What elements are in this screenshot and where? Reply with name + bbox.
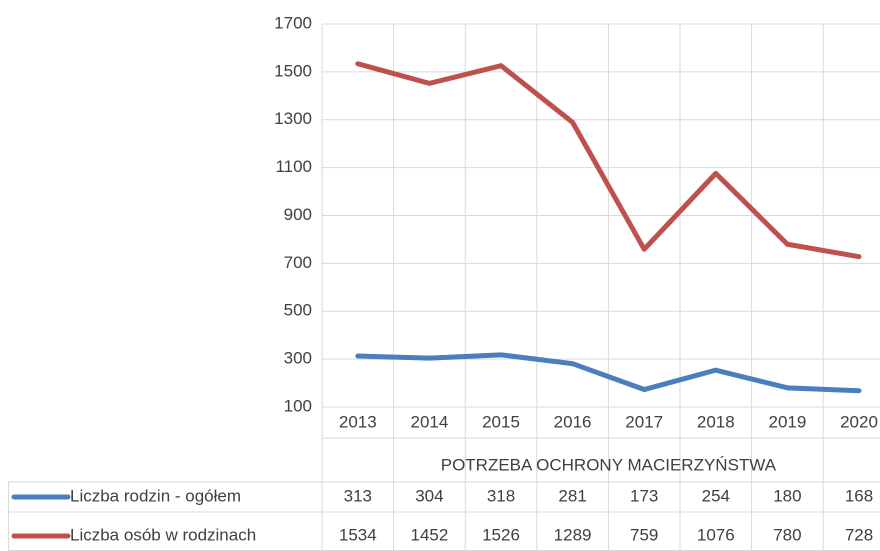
x-tick-label: 2013 bbox=[339, 412, 377, 431]
line bbox=[355, 61, 862, 260]
y-tick-label: 500 bbox=[284, 301, 312, 320]
table-value: 728 bbox=[845, 525, 873, 544]
table-value: 759 bbox=[630, 525, 658, 544]
y-tick-label: 1500 bbox=[274, 61, 312, 80]
table-value: 304 bbox=[415, 486, 443, 505]
table-value: 173 bbox=[630, 486, 658, 505]
y-tick-label: 1700 bbox=[274, 13, 312, 32]
y-tick-label: 700 bbox=[284, 253, 312, 272]
table-value: 1076 bbox=[697, 525, 735, 544]
x-tick-label: 2014 bbox=[410, 412, 448, 431]
x-tick-label: 2016 bbox=[554, 412, 592, 431]
y-tick-label: 900 bbox=[284, 205, 312, 224]
legend-label: Liczba rodzin - ogółem bbox=[70, 486, 241, 505]
x-tick-label: 2020 bbox=[840, 412, 878, 431]
line bbox=[355, 352, 862, 394]
y-tick-label: 1300 bbox=[274, 109, 312, 128]
table-value: 180 bbox=[773, 486, 801, 505]
table-value: 1289 bbox=[554, 525, 592, 544]
table-value: 1526 bbox=[482, 525, 520, 544]
x-tick-label: 2018 bbox=[697, 412, 735, 431]
table-value: 168 bbox=[845, 486, 873, 505]
y-tick-label: 300 bbox=[284, 349, 312, 368]
table-value: 318 bbox=[487, 486, 515, 505]
table-value: 1534 bbox=[339, 525, 377, 544]
y-tick-label: 1100 bbox=[275, 157, 312, 176]
category-group-label: POTRZEBA OCHRONY MACIERZYŃSTWA bbox=[441, 455, 777, 474]
x-tick-label: 2017 bbox=[625, 412, 663, 431]
x-tick-label: 2019 bbox=[768, 412, 806, 431]
legend-label: Liczba osób w rodzinach bbox=[70, 525, 256, 544]
table-value: 780 bbox=[773, 525, 801, 544]
table-value: 1452 bbox=[410, 525, 448, 544]
table-value: 254 bbox=[702, 486, 730, 505]
x-tick-label: 2015 bbox=[482, 412, 520, 431]
y-tick-label: 100 bbox=[284, 396, 312, 415]
table-value: 313 bbox=[344, 486, 372, 505]
table-value: 281 bbox=[558, 486, 586, 505]
